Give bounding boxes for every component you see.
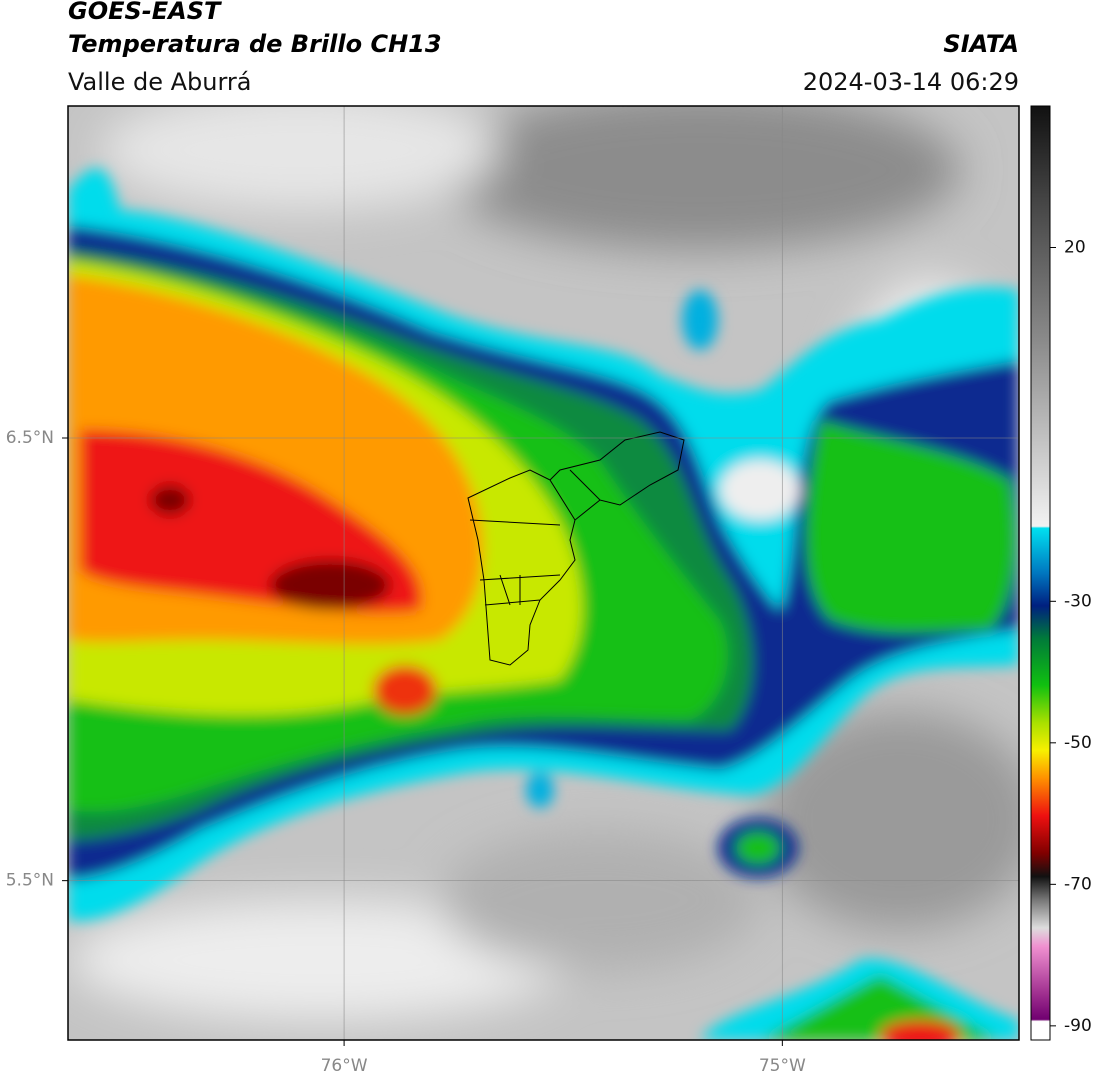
colorbar-label: -70	[1064, 874, 1092, 894]
y-tick-label: 6.5°N	[6, 428, 54, 448]
grid	[68, 106, 1019, 1040]
datetime: 2024-03-14 06:29	[803, 68, 1019, 96]
colorbar-label: -50	[1064, 733, 1092, 753]
satellite-image	[68, 106, 1019, 1040]
colorbar	[1030, 105, 1051, 1041]
map-frame	[67, 105, 1020, 1041]
agency: SIATA	[943, 30, 1019, 58]
colorbar-label: 20	[1064, 238, 1086, 258]
x-tick-label: 76°W	[321, 1056, 368, 1076]
title: GOES-EAST	[68, 0, 222, 25]
x-tick-label: 75°W	[759, 1056, 806, 1076]
subtitle: Temperatura de Brillo CH13	[68, 30, 442, 58]
colorbar-label: -30	[1064, 591, 1092, 611]
y-tick-label: 5.5°N	[6, 871, 54, 891]
region: Valle de Aburrá	[68, 68, 252, 96]
colorbar-label: -90	[1064, 1016, 1092, 1036]
